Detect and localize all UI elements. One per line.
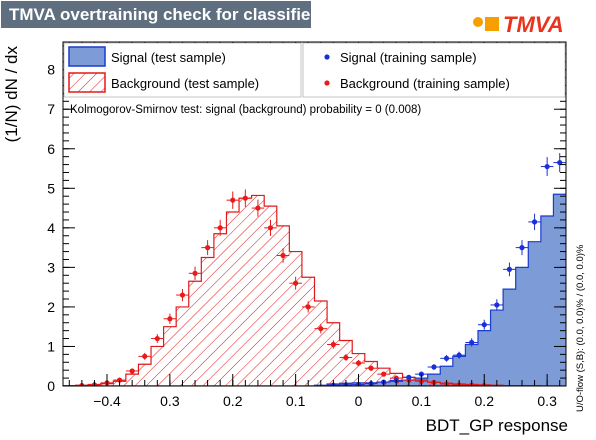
background-training-point [377,371,390,377]
x-axis-title: BDT_GP response [426,416,568,435]
y-tick-label: 8 [47,62,55,78]
background-training-point [176,288,189,302]
y-tick-label: 0 [47,378,55,394]
signal-training-point [465,338,478,347]
background-training-point [364,365,378,371]
y-tick-label: 1 [47,338,55,354]
background-training-point [163,313,177,324]
background-training-point [301,301,315,313]
background-training-point [264,219,277,236]
background-training-point [138,352,152,360]
x-tick-label: −0.4 [93,393,121,409]
signal-training-point [528,213,541,231]
signal-training-point [503,262,516,277]
background-training-point [251,199,265,217]
plot-area [63,153,596,386]
signal-training-point [566,171,579,189]
y-axis-title: (1/N) dN / dx [2,46,21,143]
x-tick-label: 0.3 [537,393,557,409]
legend-right-box [302,42,566,98]
plot-frame [62,41,567,387]
legend-marker-background-training [324,80,330,86]
legend-swatch-background-test [68,72,106,93]
signal-training-point [490,299,504,311]
y-tick-label: 4 [47,220,55,236]
signal-test-fill [63,172,566,386]
signal-training-point [427,364,441,370]
legend-swatch-signal-test [68,46,106,67]
background-training-point [276,248,290,263]
chart-title: TMVA overtraining check for classifier: … [1,1,396,28]
background-training-point [239,189,252,207]
background-training-point [188,266,202,281]
background-test-outline [63,194,566,386]
background-training-point [314,323,328,334]
background-training-point [289,276,302,290]
signal-training-point [553,153,566,173]
background-training-point [327,340,340,349]
signal-training-point [515,240,529,256]
x-tick-label: 0.1 [412,393,432,409]
legend-label-background-training: Background (training sample) [340,76,510,91]
background-training-point [151,334,164,343]
background-training-point [352,360,365,367]
y-tick-label: 3 [47,259,55,275]
legend: Signal (test sample) Background (test sam… [63,42,566,98]
y-tick-label: 7 [47,101,55,117]
background-training-point [226,191,240,209]
x-tick-label: 0.1 [286,393,306,409]
signal-training-point [452,351,466,359]
logo-text: TMVA [503,12,564,37]
background-training-point [339,354,353,361]
x-tick-label: 0 [355,393,363,409]
y-tick-label: 6 [47,141,55,157]
background-training-point [201,240,214,256]
x-tick-label: 0.2 [475,393,495,409]
signal-training-point [540,157,554,176]
x-tick-label: 0.2 [223,393,243,409]
signal-training-point [579,196,592,213]
legend-label-background-test: Background (test sample) [111,76,259,91]
signal-training-point [440,354,453,362]
signal-training-point [477,319,491,330]
tmva-logo: TMVA [473,12,564,37]
underflow-overflow-note: U/O-flow (S,B): (0.0, 0.0)% / (0.0, 0.0)… [575,244,586,412]
legend-label-signal-test: Signal (test sample) [111,50,226,65]
signal-training-point [591,234,596,249]
x-tick-label: 0.3 [160,393,180,409]
background-training-point [125,368,139,374]
y-tick-label: 2 [47,299,55,315]
ks-test-text: Kolmogorov-Smirnov test: signal (backgro… [70,104,421,116]
background-training-point [213,219,227,236]
signal-training-point [402,374,416,380]
legend-label-signal-training: Signal (training sample) [340,50,477,65]
legend-marker-signal-training [324,54,330,60]
y-tick-label: 5 [47,180,55,196]
